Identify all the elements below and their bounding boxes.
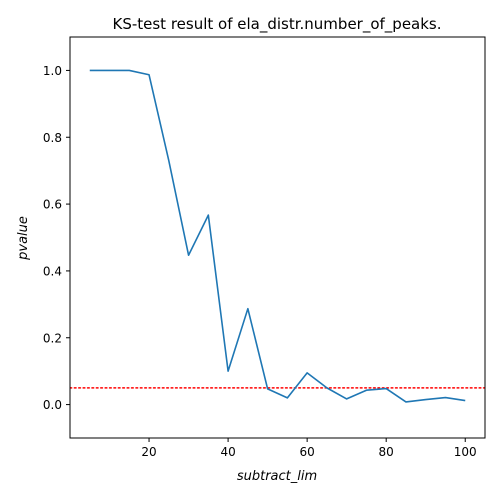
y-tick-label: 0.8 bbox=[43, 131, 62, 145]
plot-area: 20 40 60 80 100 0.0 0.2 0.4 0.6 0.8 1.0 bbox=[43, 36, 486, 459]
y-axis-title: pvalue bbox=[16, 216, 31, 261]
chart-title: KS-test result of ela_distr.number_of_pe… bbox=[112, 15, 441, 34]
y-tick-label: 1.0 bbox=[43, 64, 62, 78]
axes-frame bbox=[69, 36, 486, 439]
y-tick-label: 0.2 bbox=[43, 331, 62, 345]
y-tick-label: 0.0 bbox=[43, 398, 62, 412]
x-tick-label: 40 bbox=[220, 445, 235, 459]
y-tick-label: 0.4 bbox=[43, 264, 62, 278]
x-tick-label: 60 bbox=[300, 445, 315, 459]
x-tick-label: 80 bbox=[379, 445, 394, 459]
x-tick-label: 20 bbox=[141, 445, 156, 459]
y-tick-label: 0.6 bbox=[43, 198, 62, 212]
x-tick-label: 100 bbox=[454, 445, 477, 459]
series-line-0 bbox=[89, 69, 466, 403]
x-axis-title: subtract_lim bbox=[237, 469, 317, 484]
